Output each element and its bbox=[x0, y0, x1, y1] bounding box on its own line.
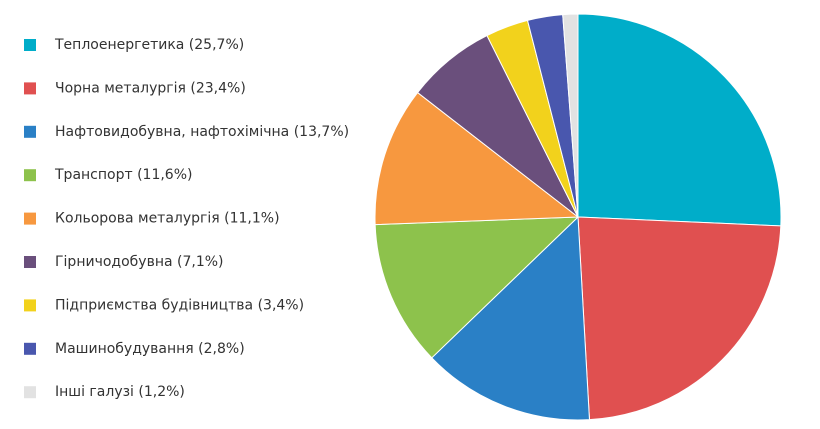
pie-slice bbox=[562, 13, 579, 218]
pie-slice bbox=[577, 13, 782, 227]
legend-label: Гірничодобувна (7,1%) bbox=[55, 254, 224, 270]
legend-label: Теплоенергетика (25,7%) bbox=[54, 37, 244, 53]
legend-label: Кольорова металургія (11,1%) bbox=[55, 211, 280, 227]
legend-swatch bbox=[24, 39, 36, 51]
legend-swatch bbox=[24, 256, 36, 268]
legend-label: Чорна металургія (23,4%) bbox=[55, 80, 246, 96]
legend-swatch bbox=[24, 342, 36, 355]
legend-label: Інші галузі (1,2%) bbox=[55, 384, 185, 400]
legend-swatch bbox=[24, 299, 36, 312]
legend-swatch bbox=[24, 212, 36, 225]
pie-slice bbox=[374, 91, 580, 226]
legend-label: Підприємства будівництва (3,4%) bbox=[55, 297, 304, 313]
pie-slice bbox=[374, 216, 580, 359]
legend-swatch bbox=[24, 169, 36, 182]
legend-swatch bbox=[24, 82, 36, 95]
pie-slice bbox=[577, 216, 782, 421]
pie-slice bbox=[431, 215, 591, 421]
legend-label: Машинобудування (2,8%) bbox=[55, 341, 245, 357]
legend-swatch bbox=[24, 386, 36, 399]
legend-label: Транспорт (11,6%) bbox=[54, 167, 192, 183]
legend-swatch bbox=[24, 125, 36, 138]
legend-label: Нафтовидобувна, нафтохімічна (13,7%) bbox=[55, 124, 349, 140]
